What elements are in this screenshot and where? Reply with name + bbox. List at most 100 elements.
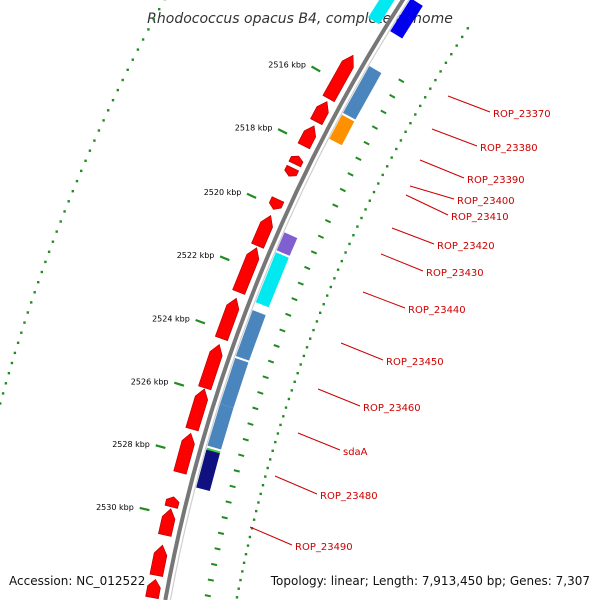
guide-dot xyxy=(136,48,140,51)
gene-plus-strand[interactable] xyxy=(235,310,266,361)
backbone-line xyxy=(163,0,406,600)
gene-plus-strand[interactable] xyxy=(343,66,382,120)
guide-dot xyxy=(10,361,14,365)
minor-tick xyxy=(217,531,225,535)
gene-label[interactable]: ROP_23410 xyxy=(451,212,509,223)
accession-info: Accession: NC_012522 xyxy=(9,574,145,588)
guide-dot xyxy=(326,294,329,297)
guide-dot xyxy=(266,466,269,470)
gene-minus-strand[interactable] xyxy=(185,388,209,432)
guide-dot xyxy=(84,159,87,162)
gene-minus-strand[interactable] xyxy=(284,164,300,177)
gene-label[interactable]: ROP_23450 xyxy=(386,357,444,368)
gene-plus-strand[interactable] xyxy=(220,358,249,408)
topology-label: Topology: xyxy=(270,574,327,588)
kbp-tick-label: 2524 kbp xyxy=(152,315,190,324)
gene-label[interactable]: ROP_23440 xyxy=(408,305,466,316)
guide-dot xyxy=(293,380,296,383)
guide-dot xyxy=(7,372,11,375)
gene-label[interactable]: ROP_23480 xyxy=(320,491,378,502)
gene-label[interactable]: ROP_23430 xyxy=(426,268,484,279)
guide-dot xyxy=(302,354,306,358)
gene-label[interactable]: ROP_23490 xyxy=(295,542,353,553)
guide-dot xyxy=(284,406,288,409)
gene-minus-strand[interactable] xyxy=(297,125,317,150)
guide-dot xyxy=(390,156,393,159)
genome-backbone xyxy=(163,0,410,600)
gene-minus-strand[interactable] xyxy=(164,496,180,509)
minor-tick xyxy=(389,93,396,99)
guide-dot xyxy=(287,397,291,401)
guide-dot xyxy=(1,392,5,395)
guide-dot xyxy=(309,337,312,340)
gene-minus-strand[interactable] xyxy=(368,0,400,25)
gene-minus-strand[interactable] xyxy=(322,54,354,103)
guide-dot xyxy=(299,363,302,366)
guide-dot xyxy=(290,389,293,392)
guide-dot xyxy=(399,139,403,142)
guide-dot xyxy=(434,78,437,82)
label-leader-line xyxy=(362,291,406,309)
gene-features[interactable] xyxy=(145,0,423,600)
gene-minus-strand[interactable] xyxy=(149,544,168,577)
gene-label[interactable]: ROP_23380 xyxy=(480,143,538,154)
gene-label[interactable]: ROP_23420 xyxy=(437,241,495,252)
guide-dot xyxy=(419,104,422,108)
gene-plus-strand[interactable] xyxy=(207,403,234,450)
gene-minus-strand[interactable] xyxy=(173,432,195,475)
minor-tick xyxy=(229,484,236,489)
gene-minus-strand[interactable] xyxy=(288,155,304,168)
gene-minus-strand[interactable] xyxy=(145,578,161,600)
gene-minus-strand[interactable] xyxy=(310,101,329,126)
gene-plus-strand[interactable] xyxy=(196,449,220,491)
guide-dot xyxy=(16,341,20,344)
gene-plus-strand[interactable] xyxy=(255,252,289,308)
gene-label[interactable]: ROP_23370 xyxy=(493,109,551,120)
guide-dot xyxy=(282,415,285,418)
guide-dot xyxy=(381,173,384,177)
guide-dot xyxy=(93,139,96,142)
minor-tick xyxy=(273,344,280,348)
guide-dot xyxy=(271,449,274,452)
gene-label[interactable]: ROP_23460 xyxy=(363,403,421,414)
gene-minus-strand[interactable] xyxy=(198,343,223,391)
gene-minus-strand[interactable] xyxy=(268,196,285,210)
guide-dot xyxy=(131,58,134,61)
major-tick xyxy=(195,318,206,325)
label-leader-line xyxy=(340,342,384,361)
gene-minus-strand[interactable] xyxy=(214,297,240,342)
inner-dotted-guide xyxy=(235,27,469,599)
guide-dot xyxy=(47,250,51,253)
guide-dot xyxy=(257,501,260,504)
guide-dot xyxy=(116,88,119,92)
guide-dot xyxy=(264,475,267,478)
minor-tick xyxy=(262,375,269,380)
label-leader-line xyxy=(317,388,361,407)
guide-dot xyxy=(404,130,407,133)
gene-minus-strand[interactable] xyxy=(232,247,260,295)
guide-dot xyxy=(322,303,325,306)
minor-tick xyxy=(257,390,264,395)
guide-dot xyxy=(352,234,355,237)
guide-dot xyxy=(274,440,277,444)
gene-minus-strand[interactable] xyxy=(158,508,176,537)
minor-tick xyxy=(238,453,245,458)
gene-minus-strand[interactable] xyxy=(251,215,273,249)
kbp-scale: 2516 kbp 2518 kbp 2520 kbp 2522 kbp 2524 kbp… xyxy=(96,61,405,598)
gene-plus-strand[interactable] xyxy=(329,114,355,146)
gene-label[interactable]: ROP_23400 xyxy=(457,196,515,207)
gene-plus-strand[interactable] xyxy=(276,232,298,256)
length-value: 7,913,450 bp xyxy=(421,574,502,588)
major-tick xyxy=(219,255,230,262)
label-leader-line xyxy=(249,526,293,546)
minor-tick xyxy=(347,172,354,177)
gene-plus-strand[interactable] xyxy=(390,0,423,39)
minor-tick xyxy=(324,218,332,224)
guide-dot xyxy=(296,372,299,375)
gene-label[interactable]: ROP_23390 xyxy=(467,175,525,186)
guide-dot xyxy=(319,311,322,314)
minor-tick xyxy=(398,78,405,84)
gene-label[interactable]: sdaA xyxy=(343,447,368,458)
